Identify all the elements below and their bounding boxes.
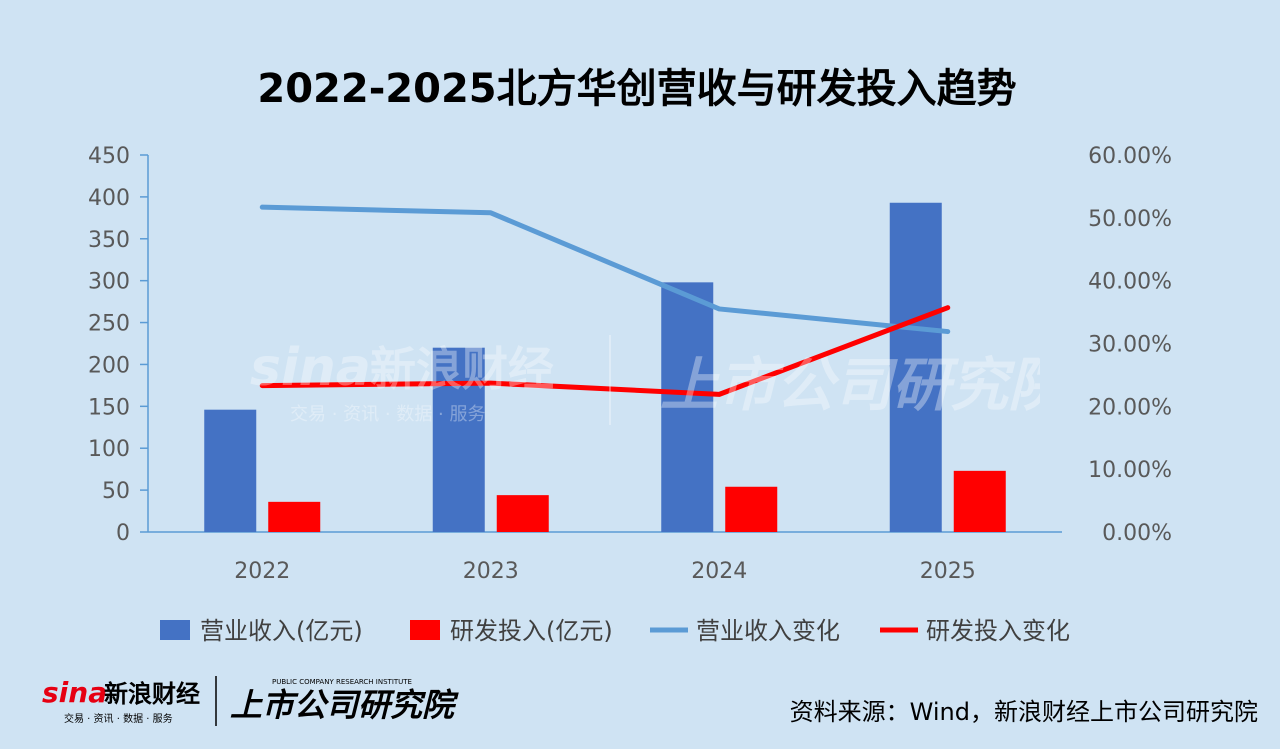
watermark: sina 新浪财经 交易 · 资讯 · 数据 · 服务 上市公司研究院 (250, 325, 1075, 439)
legend-label: 营业收入变化 (696, 617, 840, 645)
right-tick-label: 40.00% (1088, 270, 1172, 295)
legend-label: 研发投入变化 (926, 617, 1070, 645)
watermark-sina-sub: 交易 · 资讯 · 数据 · 服务 (290, 404, 486, 425)
right-tick-label: 20.00% (1088, 395, 1172, 420)
institute-name: 上市公司研究院 (230, 686, 459, 724)
axis-layer: 0 50 100 150 200 250 300 350 400 450 0.00% 10.00% 20… (88, 144, 1172, 584)
x-tick-label: 2022 (234, 559, 290, 584)
bar-rnd (496, 495, 549, 532)
left-tick-label: 0 (116, 521, 130, 546)
line-rnd-change (259, 305, 951, 397)
source-note: 资料来源：Wind，新浪财经上市公司研究院 (789, 698, 1258, 726)
left-tick-label: 150 (88, 395, 130, 420)
legend-swatch (410, 620, 440, 640)
footer-brand: sina 新浪财经 交易 · 资讯 · 数据 · 服务 上市公司研究院 PUBL… (40, 672, 480, 732)
bar-revenue (204, 409, 257, 532)
left-tick-label: 250 (88, 312, 130, 337)
left-tick-label: 100 (88, 437, 130, 462)
legend-label: 研发投入(亿元) (450, 617, 613, 645)
bars-layer (204, 202, 1006, 532)
right-tick-label: 60.00% (1088, 144, 1172, 169)
x-tick-label: 2024 (691, 559, 747, 584)
left-tick-label: 300 (88, 270, 130, 295)
legend-label: 营业收入(亿元) (200, 617, 363, 645)
bar-rnd (953, 470, 1006, 532)
watermark-sina-logo: sina (250, 338, 371, 398)
chart-title: 2022-2025北方华创营收与研发投入趋势 (257, 66, 1016, 112)
left-tick-label: 400 (88, 186, 130, 211)
right-tick-label: 10.00% (1088, 458, 1172, 483)
lines-layer (259, 204, 951, 397)
sina-name: 新浪财经 (104, 680, 200, 708)
legend-swatch (160, 620, 190, 640)
right-tick-label: 30.00% (1088, 333, 1172, 358)
right-tick-label: 0.00% (1102, 521, 1172, 546)
left-tick-label: 50 (102, 479, 130, 504)
line-revenue-change (259, 204, 951, 335)
watermark-institute-name: 上市公司研究院 (660, 351, 1040, 419)
institute-sub: PUBLIC COMPANY RESEARCH INSTITUTE (272, 678, 412, 686)
bar-rnd (268, 501, 321, 532)
right-tick-label: 50.00% (1088, 207, 1172, 232)
left-tick-label: 350 (88, 228, 130, 253)
left-tick-label: 450 (88, 144, 130, 169)
sina-logo: sina (42, 676, 107, 709)
bar-revenue (661, 282, 714, 532)
bar-revenue (432, 347, 485, 532)
x-tick-label: 2023 (463, 559, 519, 584)
x-tick-label: 2025 (920, 559, 976, 584)
left-tick-label: 200 (88, 353, 130, 378)
legend: 营业收入(亿元) 研发投入(亿元) 营业收入变化 研发投入变化 (160, 617, 1070, 645)
sina-sub: 交易 · 资讯 · 数据 · 服务 (64, 712, 173, 725)
bar-revenue (889, 202, 942, 532)
watermark-sina-name: 新浪财经 (370, 342, 554, 396)
bar-rnd (725, 486, 778, 532)
